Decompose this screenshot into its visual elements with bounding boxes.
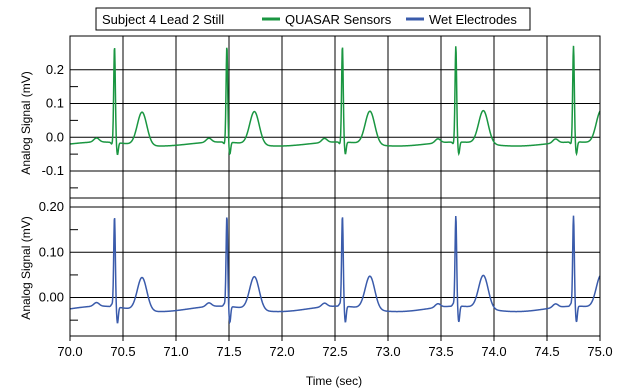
legend: Subject 4 Lead 2 Still QUASAR Sensors We…	[95, 7, 531, 31]
tick-labels: 70.0 70.5 71.0 71.5 72.0 72.5 73.0 73.5 74.0 74.5…	[39, 62, 613, 359]
x-tick-label: 74.0	[481, 344, 506, 359]
y-tick-label: 0.00	[39, 290, 64, 305]
series-lines	[69, 45, 601, 325]
grid-lines	[69, 36, 601, 336]
y-tick-label: 0.10	[39, 244, 64, 259]
y-tick-label: 0.0	[46, 129, 64, 144]
legend-box	[95, 7, 531, 31]
y-axis-title-top: Analog Signal (mV)	[19, 71, 33, 174]
x-tick-label: 71.5	[216, 344, 241, 359]
x-tick-label: 75.0	[587, 344, 612, 359]
y-tick-label: 0.20	[39, 199, 64, 214]
x-tick-label: 74.5	[534, 344, 559, 359]
x-tick-label: 70.0	[57, 344, 82, 359]
y-tick-label: 0.2	[46, 62, 64, 77]
series-line-wet	[69, 215, 601, 325]
x-tick-label: 72.5	[322, 344, 347, 359]
plot-frame	[69, 35, 601, 341]
x-tick-label: 73.5	[428, 344, 453, 359]
series-line-quasar	[69, 45, 601, 157]
legend-label-wet: Wet Electrodes	[429, 12, 517, 27]
legend-label-quasar: QUASAR Sensors	[285, 12, 392, 27]
y-axis-title-bottom: Analog Signal (mV)	[19, 216, 33, 319]
y-tick-label: -0.1	[42, 163, 64, 178]
x-tick-label: 72.0	[269, 344, 294, 359]
y-tick-label: 0.1	[46, 96, 64, 111]
x-tick-label: 70.5	[110, 344, 135, 359]
x-axis-title: Time (sec)	[306, 374, 362, 388]
legend-title: Subject 4 Lead 2 Still	[102, 12, 224, 27]
x-tick-label: 73.0	[375, 344, 400, 359]
x-tick-label: 71.0	[163, 344, 188, 359]
